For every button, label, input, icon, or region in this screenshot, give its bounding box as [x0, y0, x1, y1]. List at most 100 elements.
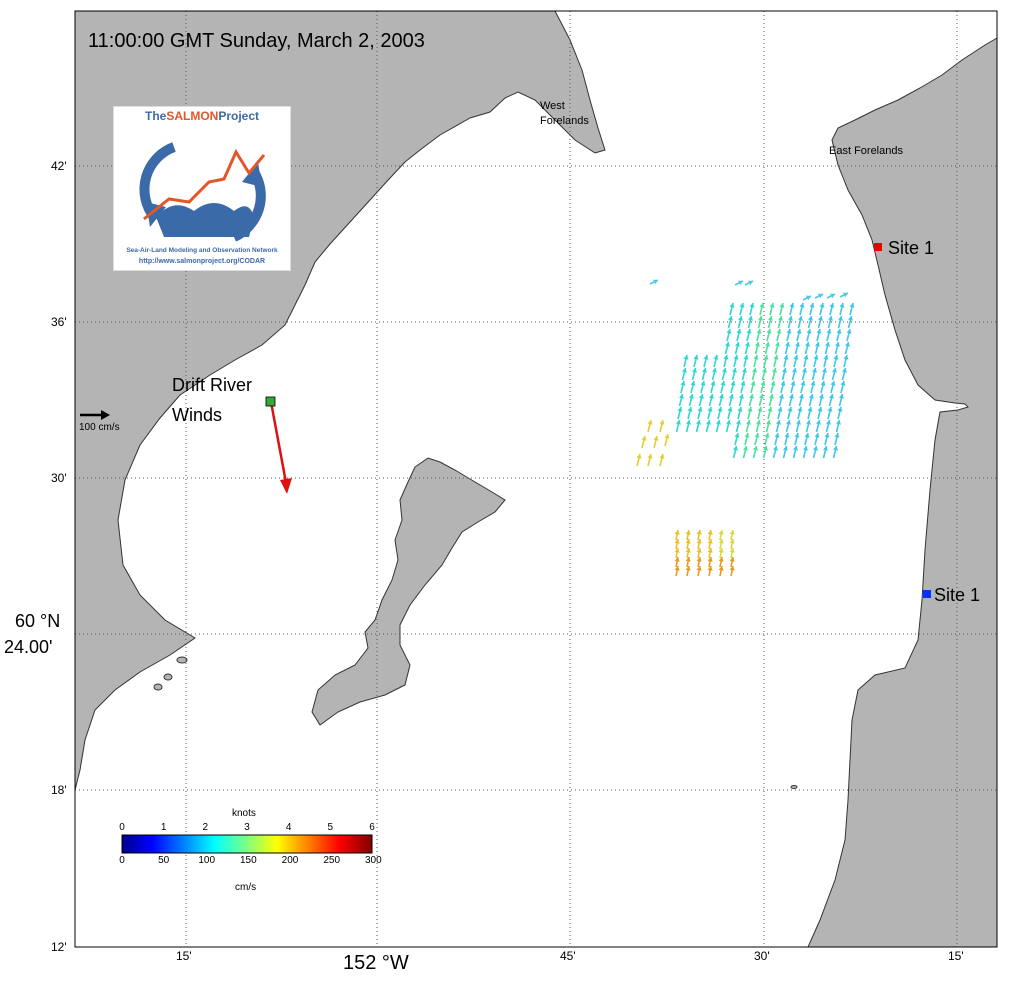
scale-arrow-head — [101, 410, 110, 420]
current-vector-head — [707, 548, 713, 553]
current-vector-head — [841, 368, 847, 373]
current-vector-head — [775, 420, 781, 425]
current-vector-head — [824, 342, 830, 347]
lat-major-deg: 60 °N — [15, 611, 61, 631]
current-vector-head — [659, 420, 665, 425]
lon-tick-15-west: 15' — [176, 949, 192, 963]
current-vector-head — [726, 329, 732, 334]
current-vector-head — [797, 407, 803, 412]
current-vector-head — [819, 303, 825, 308]
current-vector-head — [757, 316, 763, 321]
current-vector-head — [847, 316, 853, 321]
current-vector-head — [721, 368, 727, 373]
current-vector-head — [770, 381, 776, 386]
current-vector-head — [792, 446, 798, 451]
lon-tick-15-east: 15' — [948, 949, 964, 963]
islet — [163, 673, 173, 681]
current-vector-head — [785, 420, 791, 425]
current-vector-head — [696, 566, 702, 571]
current-vector-head — [807, 407, 813, 412]
east-coast-land — [807, 37, 998, 948]
lat-tick-36: 36' — [51, 315, 67, 329]
current-vector-head — [797, 316, 803, 321]
current-vector-head — [831, 368, 837, 373]
current-vector-head — [849, 303, 855, 308]
current-vector-head — [825, 420, 831, 425]
current-vector-head — [728, 394, 734, 399]
west-forelands-label-2: Forelands — [540, 115, 589, 127]
current-vector-head — [674, 530, 680, 535]
current-vector-head — [844, 342, 850, 347]
current-vector-head — [713, 355, 719, 360]
current-vector-head — [707, 566, 713, 571]
site-label-red: Site 1 — [888, 238, 935, 258]
current-vector-head — [758, 394, 764, 399]
current-vector-head — [764, 433, 770, 438]
current-vector-head — [817, 316, 823, 321]
current-vector-head — [809, 303, 815, 308]
current-vector-head — [736, 329, 742, 334]
current-vector-head — [748, 394, 754, 399]
logo-subtitle: Sea-Air-Land Modeling and Observation Ne… — [126, 247, 278, 254]
current-vector-head — [741, 368, 747, 373]
current-vector-head — [834, 342, 840, 347]
current-vector-head — [748, 280, 753, 286]
current-vector-head — [745, 420, 751, 425]
current-vector-head — [753, 355, 759, 360]
colorbar-top-title: knots — [232, 808, 256, 819]
current-vector-head — [641, 436, 647, 441]
wind-arrow-shaft — [269, 401, 289, 489]
lon-tick-45: 45' — [560, 949, 576, 963]
lat-tick-18: 18' — [51, 783, 67, 797]
current-vector-head — [715, 420, 721, 425]
wind-station-marker — [265, 396, 276, 407]
current-vector-head — [735, 420, 741, 425]
kalgin-island — [311, 457, 506, 726]
current-vector-head — [837, 407, 843, 412]
current-vector-head — [782, 446, 788, 451]
current-vector-head — [787, 316, 793, 321]
current-vector-head — [805, 420, 811, 425]
current-vector-head — [765, 420, 771, 425]
current-vector-head — [751, 368, 757, 373]
current-vector-head — [674, 557, 680, 562]
current-vector-head — [685, 548, 691, 553]
colorbar-knots-tick: 1 — [160, 822, 167, 833]
current-vector-head — [674, 566, 680, 571]
current-vector-head — [808, 394, 814, 399]
current-vector-head — [784, 342, 790, 347]
logo-url: http://www.salmonproject.org/CODAR — [138, 258, 266, 265]
current-vector-head — [800, 381, 806, 386]
current-vector-head — [685, 420, 691, 425]
current-vector-head — [833, 355, 839, 360]
current-vector-head — [802, 446, 808, 451]
current-vector-head — [729, 566, 735, 571]
site-label-blue: Site 1 — [934, 585, 981, 605]
current-vector-head — [843, 292, 848, 298]
current-vector-head — [729, 539, 735, 544]
colorbar-knots-tick: 6 — [369, 822, 375, 833]
current-vector-head — [724, 342, 730, 347]
current-vector-head — [674, 539, 680, 544]
islet — [176, 656, 188, 664]
current-vector-head — [707, 407, 713, 412]
current-vector-head — [744, 342, 750, 347]
current-vector-head — [729, 530, 735, 535]
current-vector-head — [696, 557, 702, 562]
current-vector-head — [738, 280, 743, 286]
current-vector-head — [757, 407, 763, 412]
current-vector-head — [814, 342, 820, 347]
current-vector-head — [827, 407, 833, 412]
colorbar-knots-tick: 0 — [119, 822, 125, 833]
current-vector-head — [678, 394, 684, 399]
current-vector-head — [801, 368, 807, 373]
logo-title: TheSALMONProject — [144, 109, 260, 123]
current-vector-head — [685, 557, 691, 562]
salmon-project-logo: TheSALMONProject Sea-Air-Land Modeling a… — [113, 106, 291, 271]
current-vector-head — [674, 548, 680, 553]
colorbar — [121, 834, 373, 854]
current-vector-head — [781, 368, 787, 373]
current-vector-head — [804, 342, 810, 347]
current-vector-head — [729, 303, 735, 308]
current-vector-head — [777, 316, 783, 321]
